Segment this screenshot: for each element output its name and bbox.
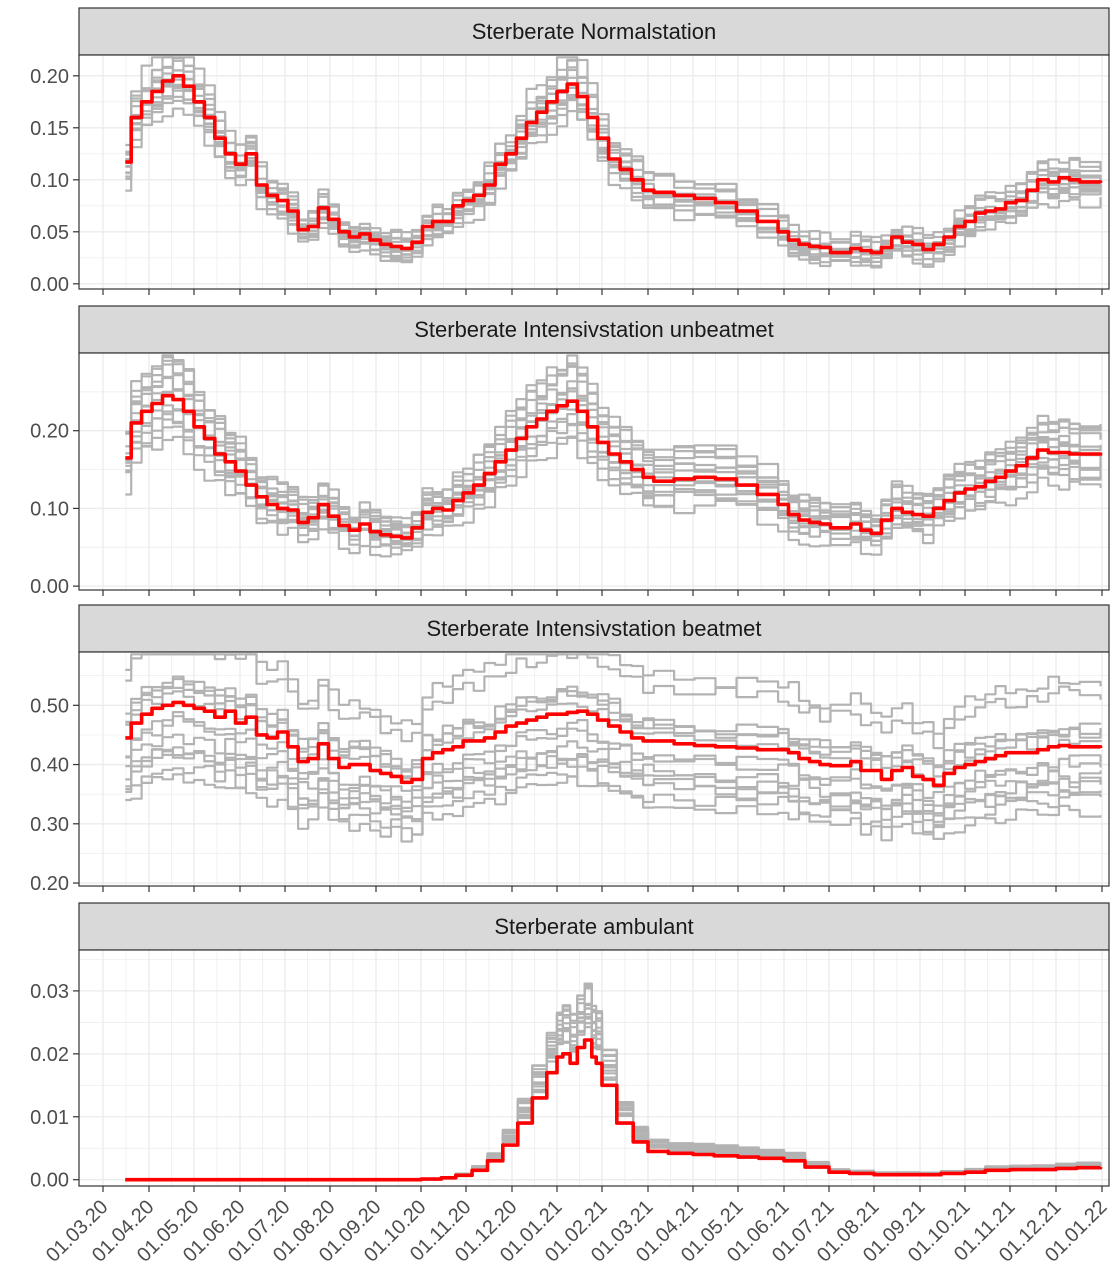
y-tick-label: 0.30 [30, 814, 69, 836]
panel-border [78, 651, 1110, 887]
y-tick-label: 0.03 [30, 981, 69, 1003]
y-tick-label: 0.00 [30, 274, 69, 296]
facet-strip [78, 7, 1110, 56]
facet-panel: Sterberate ambulant 0.00 0.01 0.02 0.03 [30, 902, 1110, 1192]
ensemble-series-line [125, 733, 1102, 815]
ensemble-series-line [125, 374, 1102, 526]
y-tick-label: 0.10 [30, 498, 69, 520]
facet-strip [78, 305, 1110, 354]
y-tick-label: 0.10 [30, 170, 69, 192]
facet-panel: Sterberate Intensivstation beatmet 0.20 0.… [30, 604, 1110, 895]
ensemble-series-line [125, 773, 1102, 843]
highlight-series-line [125, 393, 1103, 540]
highlight-series-line [125, 1038, 1103, 1182]
ensemble-series-line [125, 360, 1102, 527]
ensemble-series-line [125, 418, 1102, 556]
ensemble-series-line [125, 653, 1102, 735]
panel-border [78, 54, 1110, 290]
ensemble-series-line [125, 715, 1102, 807]
facet-panel: Sterberate Intensivstation unbeatmet 0.00… [30, 305, 1110, 598]
y-tick-label: 0.40 [30, 755, 69, 777]
facet-title: Sterberate Intensivstation unbeatmet [414, 317, 774, 342]
y-tick-label: 0.20 [30, 421, 69, 443]
y-tick-label: 0.20 [30, 873, 69, 895]
y-tick-label: 0.20 [30, 66, 69, 88]
y-tick-label: 0.00 [30, 576, 69, 598]
panel-border [78, 352, 1110, 591]
facet-title: Sterberate Intensivstation beatmet [426, 616, 761, 641]
ensemble-series-line [125, 677, 1102, 773]
ensemble-series-line [125, 653, 1102, 750]
y-tick-label: 0.50 [30, 695, 69, 717]
highlight-series-line [125, 700, 1103, 788]
ensemble-series-line [125, 56, 1102, 256]
facet-panel: Sterberate Normalstation 0.00 0.05 0.10 0.15… [30, 7, 1110, 296]
y-tick-label: 0.00 [30, 1170, 69, 1192]
facet-title: Sterberate ambulant [494, 914, 693, 939]
y-tick-label: 0.02 [30, 1044, 69, 1066]
facet-title: Sterberate Normalstation [472, 19, 717, 44]
plot-background [79, 950, 1109, 1186]
y-tick-label: 0.05 [30, 222, 69, 244]
facet-strip [78, 902, 1110, 951]
ensemble-series-line [125, 748, 1102, 826]
y-tick-label: 0.01 [30, 1107, 69, 1129]
ensemble-series-line [125, 711, 1102, 799]
ensemble-series-line [125, 425, 1102, 544]
y-tick-label: 0.15 [30, 118, 69, 140]
panel-border [78, 949, 1110, 1187]
highlight-series-line [125, 74, 1103, 255]
facet-strip [78, 604, 1110, 653]
